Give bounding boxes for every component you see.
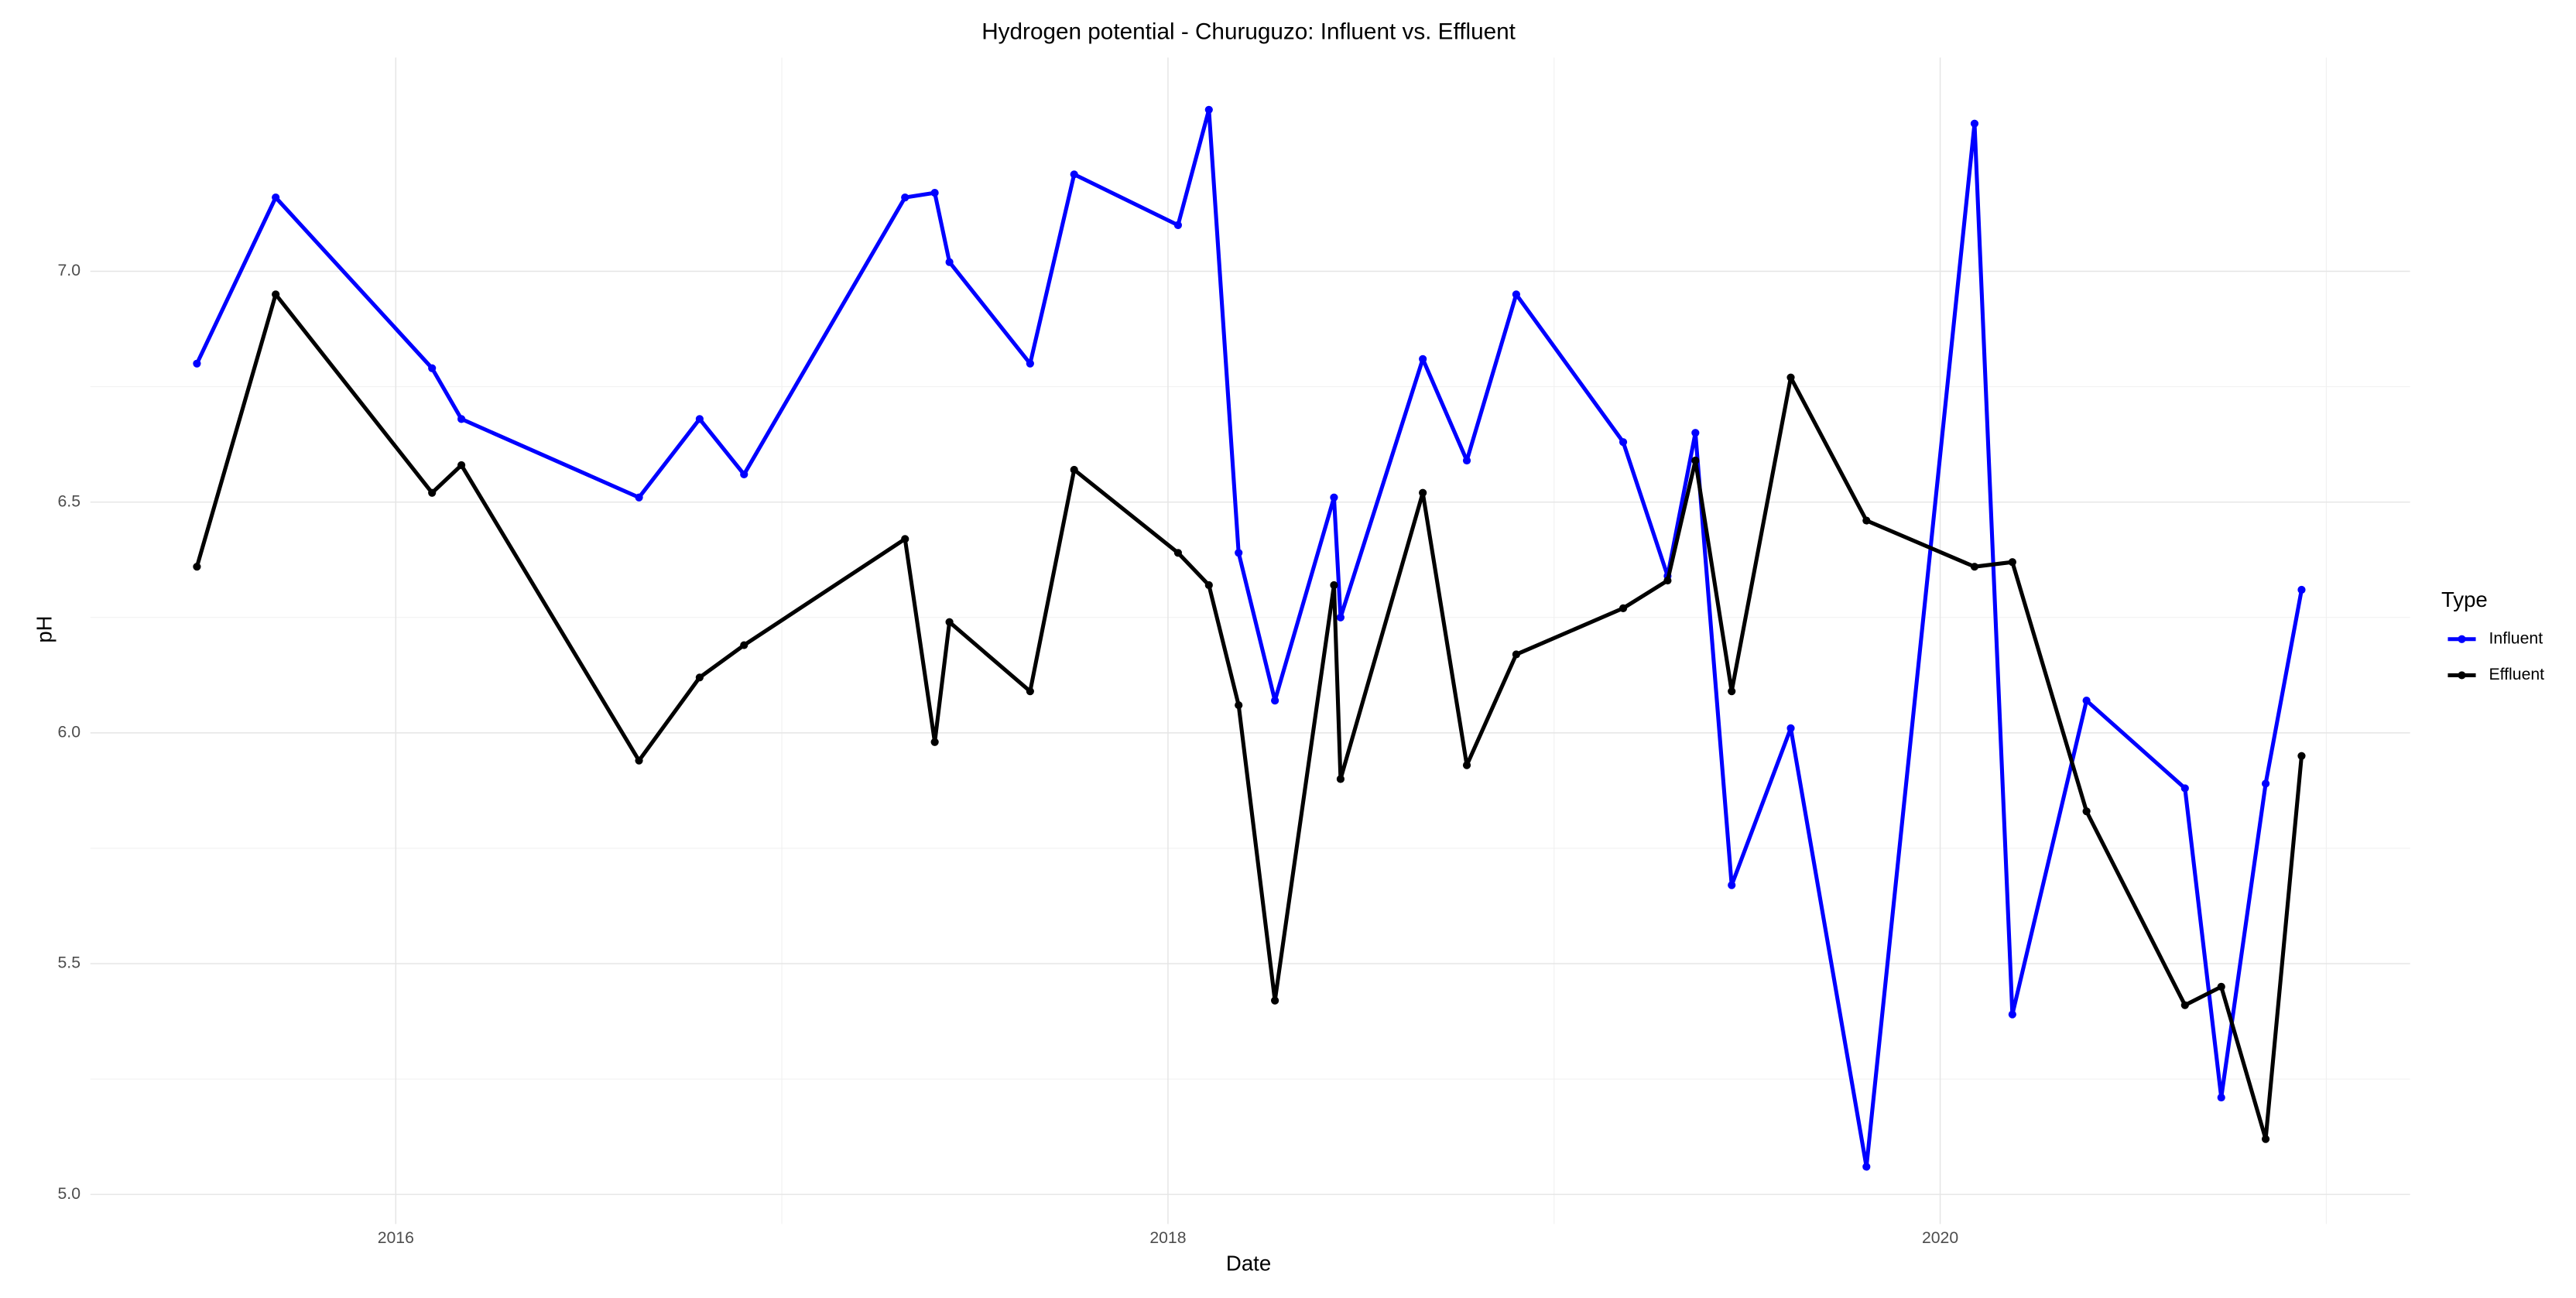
legend-label: Influent <box>2489 629 2543 647</box>
data-point <box>2261 779 2270 788</box>
data-point <box>945 258 954 266</box>
legend-title: Type <box>2441 587 2488 611</box>
data-point <box>2217 982 2225 991</box>
data-point <box>1728 687 1736 696</box>
data-point <box>2297 585 2306 594</box>
data-point <box>457 461 466 470</box>
data-point <box>1173 549 1182 557</box>
data-point <box>1512 650 1520 659</box>
data-point <box>740 641 748 649</box>
data-point <box>2082 807 2091 816</box>
data-point <box>1462 761 1471 769</box>
data-point <box>2082 697 2091 705</box>
data-point <box>1786 724 1795 732</box>
data-point <box>930 189 939 197</box>
data-point <box>1663 576 1672 585</box>
data-point <box>1026 359 1034 368</box>
y-axis-title: pH <box>33 615 57 642</box>
data-point <box>457 415 466 423</box>
data-point <box>1691 456 1700 465</box>
data-point <box>2217 1093 2225 1102</box>
data-point <box>930 738 939 746</box>
data-point <box>1862 516 1871 525</box>
data-point <box>1512 290 1520 299</box>
data-point <box>1330 581 1338 590</box>
data-point <box>1691 429 1700 437</box>
data-point <box>635 756 643 765</box>
data-point <box>193 563 201 571</box>
data-point <box>2008 558 2016 567</box>
data-point <box>1970 563 1979 571</box>
legend-swatch-point <box>2458 671 2466 680</box>
data-point <box>428 488 437 497</box>
y-tick-label: 6.0 <box>58 723 80 741</box>
data-point <box>1204 105 1213 114</box>
data-point <box>901 194 909 202</box>
y-tick-label: 5.5 <box>58 954 80 972</box>
data-point <box>2297 752 2306 760</box>
data-point <box>1419 488 1427 497</box>
legend-label: Effluent <box>2489 666 2545 683</box>
data-point <box>1786 373 1795 382</box>
data-point <box>1070 170 1078 179</box>
data-point <box>1026 687 1034 696</box>
data-point <box>1271 697 1279 705</box>
data-point <box>272 194 280 202</box>
data-point <box>1204 581 1213 590</box>
data-point <box>1235 700 1243 710</box>
data-point <box>1419 354 1427 363</box>
data-point <box>193 359 201 368</box>
data-point <box>901 535 909 543</box>
data-point <box>945 618 954 626</box>
data-point <box>428 364 437 372</box>
data-point <box>1462 456 1471 465</box>
data-point <box>1173 221 1182 229</box>
data-point <box>1619 438 1628 447</box>
y-tick-label: 6.5 <box>58 492 80 510</box>
x-tick-label: 2020 <box>1922 1229 1958 1247</box>
data-point <box>1271 996 1279 1005</box>
legend-swatch-point <box>2458 635 2466 643</box>
data-point <box>1336 613 1345 622</box>
x-tick-label: 2018 <box>1149 1229 1186 1247</box>
data-point <box>1235 549 1243 557</box>
data-point <box>2180 1001 2189 1009</box>
data-point <box>1070 465 1078 474</box>
data-point <box>695 673 704 682</box>
y-tick-label: 5.0 <box>58 1185 80 1203</box>
data-point <box>695 415 704 423</box>
data-point <box>1862 1163 1871 1171</box>
chart-title: Hydrogen potential - Churuguzo: Influent… <box>981 19 1516 44</box>
data-point <box>2180 784 2189 793</box>
data-point <box>1728 881 1736 889</box>
series-line <box>195 108 2304 1169</box>
data-point <box>2261 1135 2270 1143</box>
x-axis-title: Date <box>1226 1252 1271 1276</box>
data-point <box>272 290 280 299</box>
data-point <box>1970 119 1979 128</box>
data-point <box>1330 493 1338 502</box>
data-point <box>635 493 643 502</box>
x-tick-label: 2016 <box>378 1229 414 1247</box>
y-tick-label: 7.0 <box>58 262 80 279</box>
data-point <box>1336 775 1345 783</box>
data-point <box>1619 604 1628 612</box>
data-point <box>740 470 748 479</box>
data-point <box>2008 1010 2016 1019</box>
series-line <box>194 292 2304 1142</box>
